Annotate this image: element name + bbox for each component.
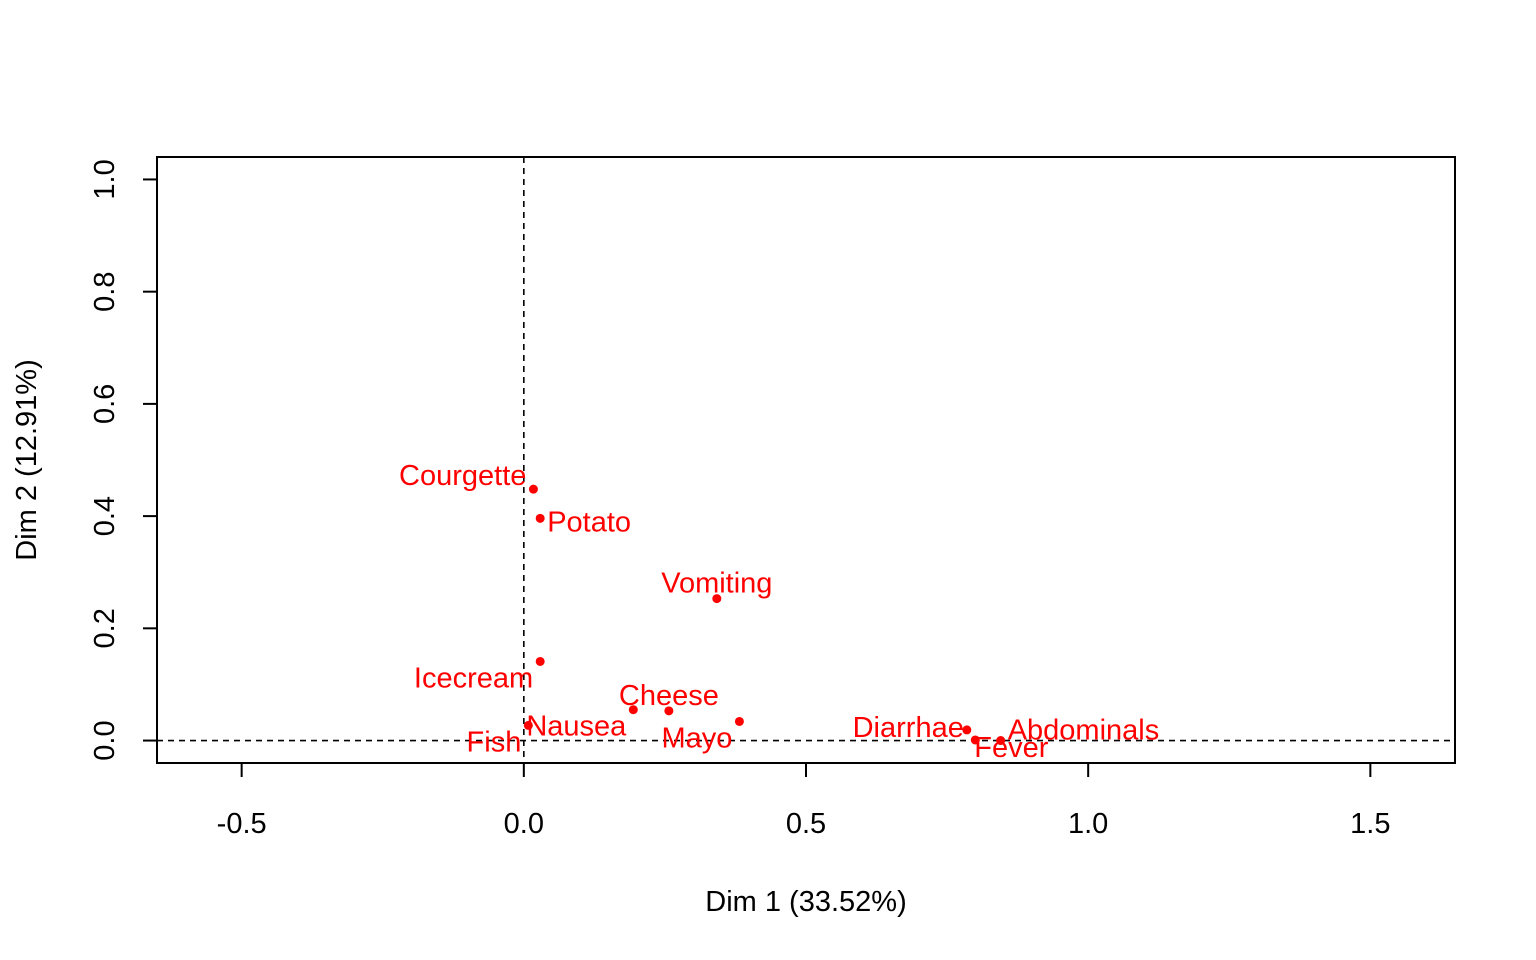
point-label: Nausea	[526, 711, 627, 743]
x-tick-label: 1.0	[1068, 808, 1108, 840]
point-labels: Courgette Potato Vomiting Icecream CheeseNau…	[399, 460, 1159, 764]
x-tick-label: 1.5	[1350, 808, 1390, 840]
y-axis-title: Dim 2 (12.91%)	[11, 359, 43, 560]
point-label: Abdominals	[1008, 715, 1160, 747]
x-tick-label: 0.0	[504, 808, 544, 840]
data-point	[535, 513, 545, 523]
point-label: Diarrhae	[853, 712, 964, 744]
y-tick-label: 0.0	[89, 720, 121, 760]
data-point	[528, 484, 538, 494]
reference-lines	[157, 157, 1455, 763]
y-tick-label: 0.6	[89, 384, 121, 424]
x-tick-label: -0.5	[217, 808, 267, 840]
data-points	[523, 484, 1006, 746]
y-tick-label: 0.8	[89, 272, 121, 312]
data-point	[734, 716, 744, 726]
data-point	[664, 706, 674, 716]
point-label: Vomiting	[661, 568, 772, 600]
y-axis: 0.0 0.2 0.4 0.6 0.8 1.0	[89, 159, 157, 761]
y-tick-label: 0.4	[89, 496, 121, 536]
x-axis-title: Dim 1 (33.52%)	[705, 886, 906, 918]
point-label: Mayo	[661, 722, 732, 754]
point-label: Fever	[974, 732, 1048, 764]
data-point	[996, 736, 1006, 746]
point-label: Cheese	[619, 680, 719, 712]
data-point	[970, 735, 980, 745]
data-point	[628, 705, 638, 715]
y-tick-label: 1.0	[89, 159, 121, 199]
data-point	[962, 725, 972, 735]
plot-frame	[156, 156, 1456, 764]
data-point	[535, 656, 545, 666]
point-label: Courgette	[399, 460, 526, 492]
point-label: Potato	[547, 506, 631, 538]
point-label: Fish	[467, 726, 522, 758]
y-tick-label: 0.2	[89, 608, 121, 648]
data-point	[712, 594, 722, 604]
point-label: Icecream	[414, 662, 533, 694]
data-point	[523, 720, 533, 730]
x-axis: -0.5 0.0 0.5 1.0 1.5	[217, 763, 1391, 840]
x-tick-label: 0.5	[786, 808, 826, 840]
